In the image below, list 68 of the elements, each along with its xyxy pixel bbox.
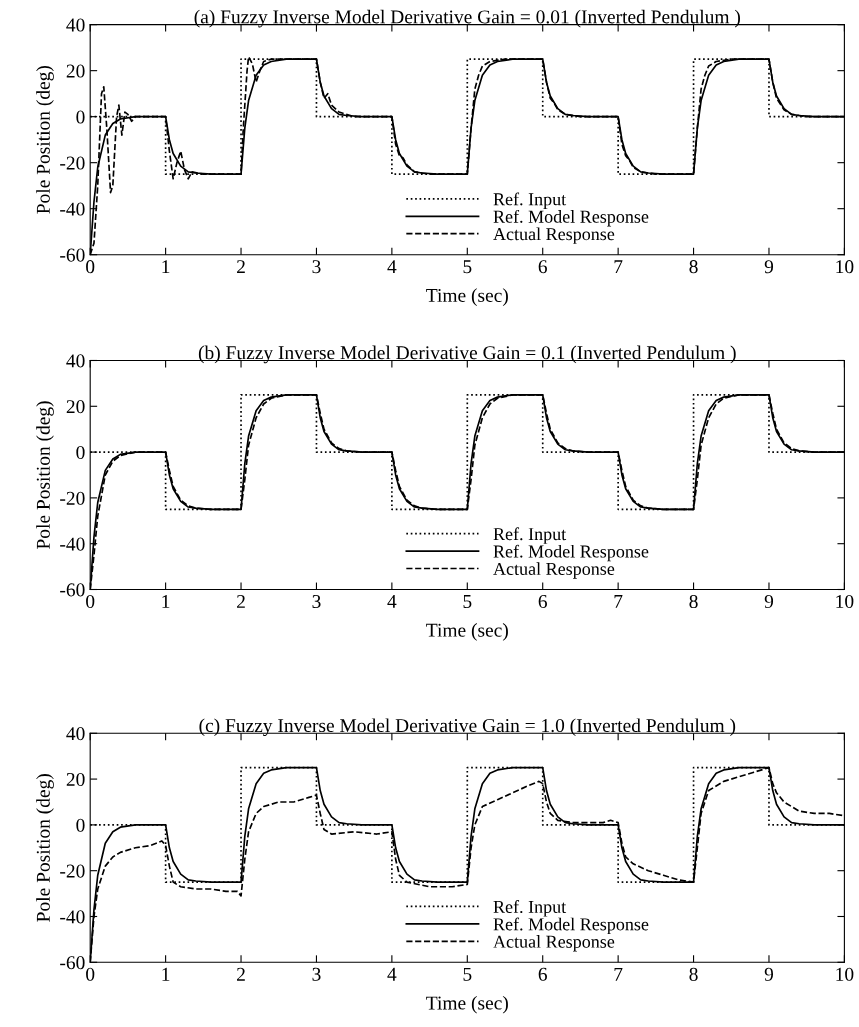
y-axis-title: Pole Position (deg) <box>36 65 54 214</box>
x-tick-label: 4 <box>387 595 397 608</box>
legend-label: Ref. Model Response <box>493 917 649 935</box>
x-axis-title: Time (sec) <box>426 623 508 641</box>
x-tick-label: 9 <box>764 594 774 609</box>
y-tick-label: 20 <box>66 64 85 78</box>
y-tick-label: -40 <box>60 537 85 551</box>
x-tick-label: 7 <box>614 595 623 608</box>
x-tick-label: 1 <box>162 595 170 608</box>
x-tick-label: 9 <box>764 967 774 981</box>
x-tick-label: 7 <box>614 260 623 274</box>
legend-label: Actual Response <box>493 562 615 579</box>
x-axis-title: Time (sec) <box>426 995 508 1014</box>
x-tick-label: 6 <box>538 260 547 274</box>
x-tick-label: 6 <box>538 967 547 981</box>
x-axis-title: Time (sec) <box>426 288 508 306</box>
x-tick-label: 6 <box>538 594 547 609</box>
x-tick-label: 0 <box>86 260 95 274</box>
chart-title: (c) Fuzzy Inverse Model Derivative Gain = 1.0 (Inverted Pendulum ) <box>199 718 736 737</box>
x-tick-label: 2 <box>237 967 245 981</box>
y-tick-label: -40 <box>60 910 85 924</box>
legend-label: Ref. Input <box>493 192 567 210</box>
x-tick-label: 3 <box>312 967 321 981</box>
x-tick-label: 0 <box>86 594 95 609</box>
x-tick-label: 4 <box>387 260 397 274</box>
y-axis-title: Pole Position (deg) <box>36 401 54 549</box>
x-tick-label: 2 <box>237 594 245 608</box>
x-tick-label: 9 <box>764 260 774 274</box>
x-tick-label: 7 <box>614 967 623 981</box>
y-tick-label: -60 <box>60 583 85 597</box>
y-tick-label: -60 <box>60 956 85 970</box>
y-tick-label: -20 <box>60 156 85 170</box>
y-tick-label: -20 <box>60 491 85 505</box>
x-tick-label: 8 <box>689 594 698 609</box>
y-axis-title: Pole Position (deg) <box>36 774 54 922</box>
legend-label: Ref. Model Response <box>493 209 649 227</box>
y-tick-label: 20 <box>66 400 85 414</box>
x-tick-label: 2 <box>237 260 245 274</box>
y-tick-label: 40 <box>66 18 85 32</box>
x-tick-label: 8 <box>689 260 698 274</box>
y-tick-label: 40 <box>66 354 85 368</box>
legend-label: Ref. Model Response <box>493 544 649 562</box>
y-tick-label: -20 <box>60 864 85 878</box>
y-tick-label: 20 <box>66 772 85 787</box>
x-tick-label: 10 <box>836 967 854 981</box>
chart-title: (b) Fuzzy Inverse Model Derivative Gain = 0.1 (Inverted Pendulum ) <box>198 345 736 364</box>
legend-label: Ref. Input <box>493 527 567 544</box>
x-tick-label: 5 <box>463 260 472 274</box>
y-tick-label: 40 <box>66 727 85 741</box>
y-tick-label: 0 <box>76 445 85 460</box>
x-tick-label: 5 <box>463 595 472 609</box>
x-tick-label: 1 <box>162 260 170 274</box>
legend-label: Ref. Input <box>493 900 567 917</box>
x-tick-label: 10 <box>836 594 854 609</box>
y-tick-label: 0 <box>76 110 85 124</box>
x-tick-label: 4 <box>387 967 397 981</box>
legend-label: Actual Response <box>493 935 615 952</box>
x-tick-label: 0 <box>86 967 95 981</box>
x-tick-label: 10 <box>836 260 854 274</box>
x-tick-label: 8 <box>689 967 698 981</box>
y-tick-label: -40 <box>60 202 85 216</box>
y-tick-label: 0 <box>76 818 85 832</box>
x-tick-label: 5 <box>463 967 472 981</box>
x-tick-label: 3 <box>312 594 321 609</box>
legend-label: Actual Response <box>493 227 615 244</box>
y-tick-label: -60 <box>60 248 85 262</box>
x-tick-label: 1 <box>162 967 170 981</box>
x-tick-label: 3 <box>312 260 321 274</box>
